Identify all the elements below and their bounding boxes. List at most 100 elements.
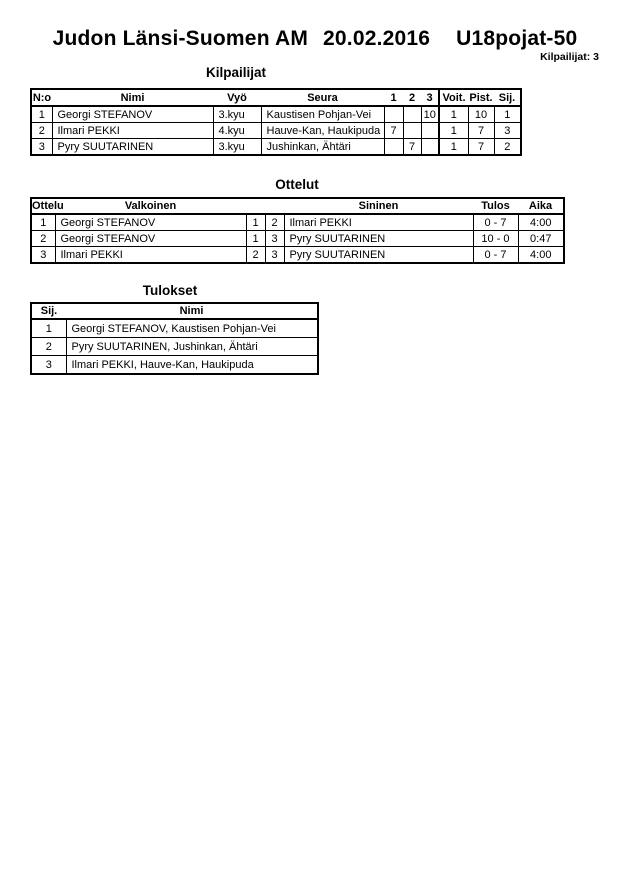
cell-score-1: 7 [383,122,404,139]
cell-white-no: 1 [245,213,266,231]
competitors-header-row: N:o Nimi Vyö Seura 1 2 3 Voit. Pist. Sij… [31,89,521,107]
col-header-3: 3 [421,89,439,107]
col-header-no: N:o [31,89,52,107]
cell-no: 1 [30,105,53,123]
cell-white-name: Georgi STEFANOV [54,213,247,231]
page-title: Judon Länsi-Suomen AM 20.02.2016 U18pojat-… [0,27,630,51]
cell-score-2 [402,105,422,123]
cell-vyo: 4.kyu [212,122,262,139]
cell-pist: 7 [467,122,495,139]
cell-score-3: 10 [420,105,440,123]
participants-count: Kilpailijat: 3 [540,51,599,63]
col-header-valkoinen: Valkoinen [55,198,246,215]
cell-nimi: Ilmari PEKKI [51,122,214,139]
cell-name-club: Ilmari PEKKI, Hauve-Kan, Haukipuda [65,355,319,375]
col-header-pist: Pist. [468,89,494,107]
cell-seura: Jushinkan, Ähtäri [260,138,385,156]
cell-pist: 10 [467,105,495,123]
col-header-sij: Sij. [494,89,521,107]
col-header-white-no [246,198,265,215]
col-header-sininen: Sininen [284,198,473,215]
col-header-sij: Sij. [31,303,66,320]
col-header-seura: Seura [261,89,384,107]
cell-blue-no: 3 [264,230,285,247]
cell-result: 0 - 7 [472,213,519,231]
section-heading-kilpailijat: Kilpailijat [205,65,267,80]
cell-score-3 [420,138,440,156]
result-row: 3 Ilmari PEKKI, Hauve-Kan, Haukipuda [30,355,319,375]
cell-name-club: Georgi STEFANOV, Kaustisen Pohjan-Vei [65,318,319,338]
col-header-nimi: Nimi [66,303,318,320]
result-row: 2 Pyry SUUTARINEN, Jushinkan, Ähtäri [30,337,319,356]
results-table: Sij. Nimi 1 Georgi STEFANOV, Kaustisen P… [30,302,319,375]
result-row: 1 Georgi STEFANOV, Kaustisen Pohjan-Vei [30,318,319,338]
cell-vyo: 3.kyu [212,105,262,123]
col-header-vyo: Vyö [213,89,261,107]
competitor-row: 3 Pyry SUUTARINEN 3.kyu Jushinkan, Ähtär… [30,138,522,156]
competitor-row: 1 Georgi STEFANOV 3.kyu Kaustisen Pohjan… [30,105,522,123]
col-header-2: 2 [403,89,421,107]
ottelut-section: Ottelu Valkoinen Sininen Tulos Aika 1 Ge… [30,197,570,273]
cell-voit: 1 [438,122,469,139]
col-header-1: 1 [384,89,403,107]
cell-blue-no: 2 [264,213,285,231]
cell-sij: 2 [493,138,522,156]
cell-vyo: 3.kyu [212,138,262,156]
title-event: Judon Länsi-Suomen AM [52,27,309,50]
cell-no: 2 [30,122,53,139]
col-header-tulos: Tulos [473,198,518,215]
cell-nimi: Pyry SUUTARINEN [51,138,214,156]
cell-result: 10 - 0 [472,230,519,247]
col-header-nimi: Nimi [52,89,213,107]
cell-match-no: 2 [30,230,56,247]
results-header-row: Sij. Nimi [31,303,318,320]
cell-score-1 [383,105,404,123]
col-header-blue-no [265,198,284,215]
cell-match-no: 1 [30,213,56,231]
cell-name-club: Pyry SUUTARINEN, Jushinkan, Ähtäri [65,337,319,356]
col-header-voit: Voit. [438,89,468,107]
cell-voit: 1 [438,105,469,123]
cell-seura: Hauve-Kan, Haukipuda [260,122,385,139]
cell-time: 4:00 [517,213,565,231]
cell-nimi: Georgi STEFANOV [51,105,214,123]
cell-place: 3 [30,355,67,375]
cell-no: 3 [30,138,53,156]
cell-time: 0:47 [517,230,565,247]
cell-sij: 1 [493,105,522,123]
cell-score-3 [420,122,440,139]
cell-voit: 1 [438,138,469,156]
cell-score-2 [402,122,422,139]
match-row: 1 Georgi STEFANOV 1 2 Ilmari PEKKI 0 - 7… [30,213,565,231]
cell-sij: 3 [493,122,522,139]
cell-score-1 [383,138,404,156]
cell-time: 4:00 [517,246,565,264]
col-header-aika: Aika [518,198,564,215]
title-category: U18pojat-50 [456,27,578,50]
competitors-table: N:o Nimi Vyö Seura 1 2 3 Voit. Pist. Sij… [30,88,522,156]
cell-blue-name: Pyry SUUTARINEN [283,230,474,247]
kilpailijat-section: N:o Nimi Vyö Seura 1 2 3 Voit. Pist. Sij… [30,88,527,164]
cell-white-name: Ilmari PEKKI [54,246,247,264]
match-row: 3 Ilmari PEKKI 2 3 Pyry SUUTARINEN 0 - 7… [30,246,565,264]
cell-pist: 7 [467,138,495,156]
tulokset-section: Sij. Nimi 1 Georgi STEFANOV, Kaustisen P… [30,302,324,382]
cell-blue-name: Ilmari PEKKI [283,213,474,231]
match-row: 2 Georgi STEFANOV 1 3 Pyry SUUTARINEN 10… [30,230,565,247]
competitor-row: 2 Ilmari PEKKI 4.kyu Hauve-Kan, Haukipud… [30,122,522,139]
cell-blue-name: Pyry SUUTARINEN [283,246,474,264]
matches-table: Ottelu Valkoinen Sininen Tulos Aika 1 Ge… [30,197,565,264]
cell-place: 2 [30,337,67,356]
cell-blue-no: 3 [264,246,285,264]
section-heading-tulokset: Tulokset [142,283,198,298]
cell-match-no: 3 [30,246,56,264]
cell-place: 1 [30,318,67,338]
section-heading-ottelut: Ottelut [275,177,319,192]
matches-header-row: Ottelu Valkoinen Sininen Tulos Aika [31,198,564,215]
cell-white-no: 1 [245,230,266,247]
title-date: 20.02.2016 [323,27,431,50]
cell-white-no: 2 [245,246,266,264]
cell-result: 0 - 7 [472,246,519,264]
col-header-ottelu: Ottelu [31,198,64,215]
